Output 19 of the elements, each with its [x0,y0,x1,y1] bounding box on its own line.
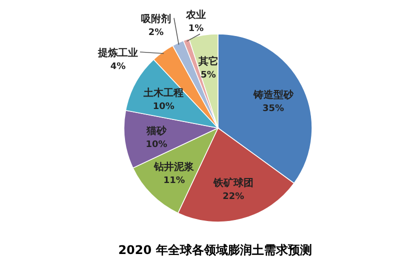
slice-label: 提炼工业 [97,47,138,59]
data-label: 10% [152,102,174,112]
slice-label: 猫砂 [145,124,168,137]
slice-label: 土木工程 [142,87,184,100]
data-label: 4% [110,62,126,72]
slice-label: 吸附剂 [141,13,171,25]
slice-label: 铸造型砂 [252,88,294,101]
slice-label: 农业 [185,9,206,21]
data-label: 35% [262,104,284,114]
data-label: 10% [146,140,168,150]
data-label: 2% [148,28,164,38]
text: 2020 年全球各领域膨润土需求预测 [118,243,312,257]
slice-label: 其它 [197,56,218,68]
slice-label: 铁矿球团 [212,177,254,190]
data-label: 11% [163,176,185,186]
data-label: 5% [200,70,216,81]
data-label: 22% [222,192,244,202]
slice-label: 钻井泥浆 [153,160,196,173]
data-label: 1% [188,24,204,34]
